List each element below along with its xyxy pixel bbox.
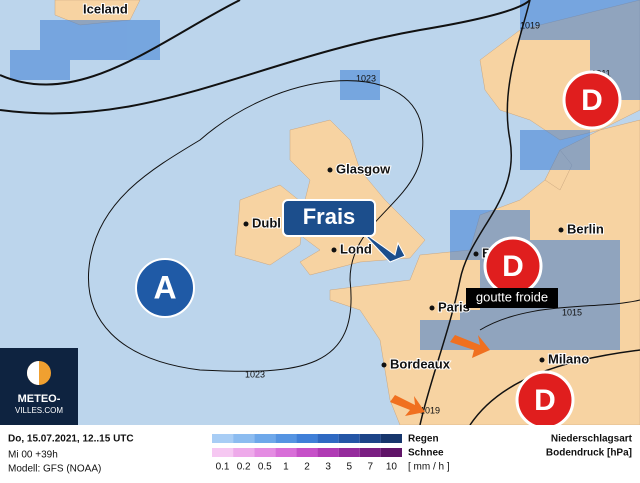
city-label: Lond [340,241,372,256]
rain-swatch [275,434,297,443]
pressure-label: Bodendruck [hPa] [546,448,632,459]
city-dot [473,251,479,257]
city-dot [327,167,333,173]
scale-label: 7 [368,462,374,473]
snow-swatch [380,448,402,457]
logo-box [0,348,78,425]
scale-label: 0.1 [216,462,230,473]
snow-swatch [296,448,318,457]
arrows [390,335,490,416]
type-label: Niederschlagsart [551,434,633,445]
rain-swatch [233,434,255,443]
isobar-label: 1015 [562,307,582,317]
scale-label: 0.5 [258,462,272,473]
footer-run: Mi 00 +39h [8,450,58,461]
snow-swatch [317,448,339,457]
isobar-label: 1019 [420,405,440,415]
high-center [135,258,195,318]
rain-swatch [338,434,360,443]
city-dot [381,362,387,368]
city-label: Bordeaux [390,356,451,371]
snow-swatch [359,448,381,457]
scale-label: 0.2 [237,462,251,473]
logo-text: VILLES.COM [15,406,63,415]
city-label: Berlin [567,221,604,236]
snow-swatch [338,448,360,457]
logo-text: METEO- [18,393,61,405]
isobar-label: 1023 [245,369,265,379]
city-label: Iceland [83,1,128,16]
rain-swatch [359,434,381,443]
scale-label: 2 [304,462,310,473]
isobar-label: 1019 [520,20,540,30]
footer-model: Modell: GFS (NOAA) [8,464,101,475]
city-dot [243,221,249,227]
rain-swatch [380,434,402,443]
snow-label: Schnee [408,448,444,459]
scale-label: 3 [325,462,331,473]
scale-label: 5 [346,462,352,473]
frais-label: Frais [282,199,406,263]
rain-label: Regen [408,434,439,445]
city-label: Milano [548,351,589,366]
low-center [562,70,622,130]
snow-swatch [233,448,255,457]
city-label: Dubl [252,215,281,230]
footer-date: Do, 15.07.2021, 12..15 UTC [8,434,134,445]
scale-label: 1 [283,462,289,473]
scale-label: 10 [386,462,398,473]
rain-swatch [254,434,276,443]
snow-swatch [254,448,276,457]
city-dot [539,357,545,363]
city-label: Glasgow [336,161,391,176]
isobars [0,0,640,426]
rain-swatch [212,434,234,443]
snow-swatch [212,448,234,457]
isobar-label: 1023 [356,73,376,83]
low-label: D [502,250,524,283]
rain-swatch [317,434,339,443]
city-dot [331,247,337,253]
city-label: Paris [438,299,470,314]
city-dot [429,305,435,311]
frais-text: Frais [303,204,356,229]
low-label: D [534,384,556,417]
goutte-box [466,288,558,308]
low-label: D [581,84,603,117]
city-dot [558,227,564,233]
goutte-text: goutte froide [476,289,548,304]
rain-swatch [296,434,318,443]
high-label: A [153,269,176,305]
snow-swatch [275,448,297,457]
unit-label: [ mm / h ] [408,462,450,473]
